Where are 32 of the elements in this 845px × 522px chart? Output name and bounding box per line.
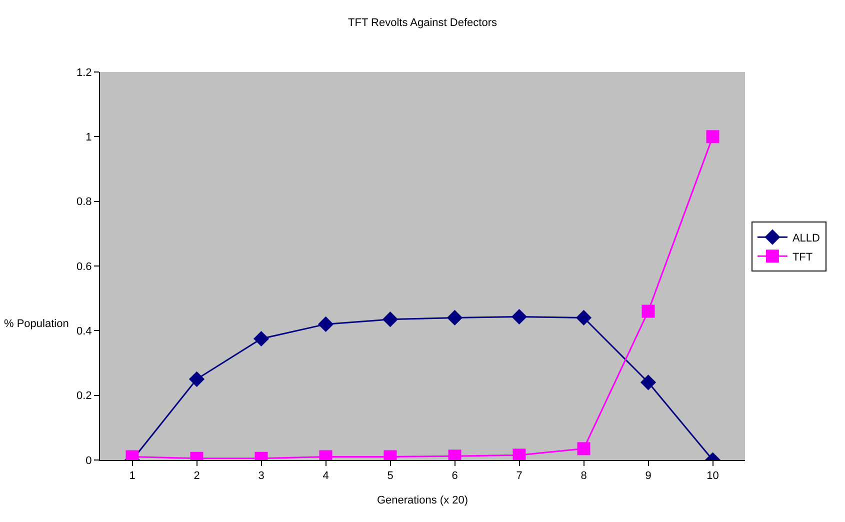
point: [446, 310, 463, 326]
x-axis-title: Generations (x 20): [376, 494, 468, 506]
y-tick-label: 0.2: [76, 390, 92, 402]
point: [318, 316, 334, 332]
x-tick-label: 6: [452, 470, 458, 482]
y-tick-label: 0.6: [76, 260, 92, 273]
y-tick-label: 0: [86, 454, 92, 467]
y-tick-label: 0.8: [76, 196, 92, 208]
legend-label: TFT: [792, 251, 813, 264]
x-tick-label: 10: [706, 470, 719, 482]
point: [640, 374, 656, 390]
legend-label: ALLD: [792, 232, 820, 244]
point: [253, 330, 270, 347]
x-tick-label: 9: [645, 470, 652, 482]
point: [642, 304, 655, 318]
point: [511, 308, 528, 325]
x-tick-label: 3: [258, 470, 264, 482]
point: [512, 448, 526, 460]
chart-title: TFT Revolts Against Defectors: [348, 16, 498, 29]
x-tick-label: 2: [194, 470, 200, 482]
x-tick-label: 5: [387, 470, 394, 482]
y-tick-label: 1: [86, 132, 92, 144]
x-tick-label: 4: [322, 470, 329, 482]
y-tick-label: 1.2: [76, 66, 92, 79]
x-tick-label: 8: [580, 470, 587, 482]
point: [382, 312, 398, 328]
point: [188, 371, 205, 387]
point: [576, 310, 592, 326]
y-tick-label: 0.4: [76, 326, 92, 338]
x-tick-label: 1: [129, 470, 136, 482]
x-tick-label: 7: [516, 470, 522, 482]
y-axis-title: % Population: [4, 318, 69, 330]
